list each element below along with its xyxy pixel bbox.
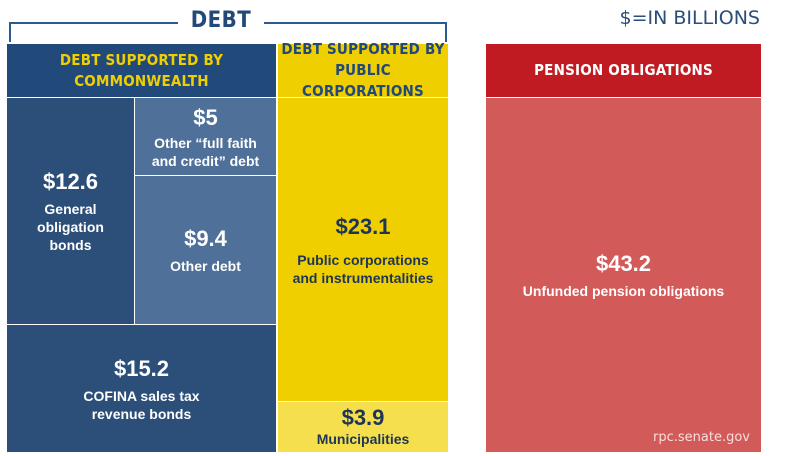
cell-pension: $43.2 Unfunded pension obligations [486, 98, 761, 452]
category-label: COFINA sales tax revenue bonds [83, 387, 200, 422]
value-label: $9.4 [184, 226, 227, 251]
header-commonwealth: DEBT SUPPORTED BY COMMONWEALTH [7, 44, 276, 97]
value-label: $12.6 [42, 169, 99, 194]
category-label: General obligation bonds [37, 201, 104, 253]
cell-other-debt: $9.4 Other debt [135, 176, 276, 324]
value-label: $43.2 [595, 251, 652, 276]
cell-general-obligation: $12.6 General obligation bonds [7, 98, 134, 324]
debt-group-label: DEBT [190, 8, 252, 33]
cell-full-faith-credit: $5 Other “full faith and credit” debt [135, 98, 276, 175]
category-label: Municipalities [316, 431, 410, 447]
cell-cofina: $15.2 COFINA sales tax revenue bonds [7, 325, 276, 452]
units-note: $=IN BILLIONS [619, 7, 760, 29]
value-label: $15.2 [113, 355, 170, 381]
category-label: Other “full faith and credit” debt [151, 134, 260, 169]
category-label: Public corporations and instrumentalitie… [292, 251, 434, 286]
value-label: $23.1 [335, 213, 391, 239]
header-public-corporations: DEBT SUPPORTED BY PUBLIC CORPORATIONS [278, 40, 448, 100]
source-credit: rpc.senate.gov [653, 430, 750, 445]
cell-public-corporations: $23.1 Public corporations and instrument… [278, 98, 448, 401]
category-label: Unfunded pension obligations [522, 283, 725, 299]
category-label: Other debt [170, 258, 241, 274]
value-label: $3.9 [341, 405, 385, 430]
header-pension: PENSION OBLIGATIONS [486, 44, 761, 97]
value-label: $5 [193, 104, 218, 130]
debt-label-box: DEBT [178, 6, 264, 36]
cell-municipalities: $3.9 Municipalities [278, 402, 448, 452]
